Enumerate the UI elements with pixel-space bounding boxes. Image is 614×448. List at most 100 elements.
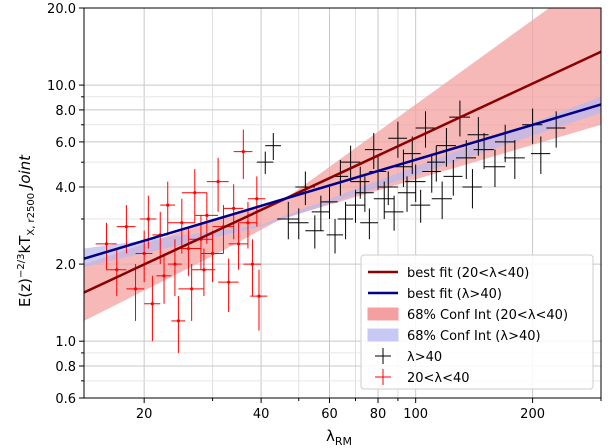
- data-point-high-lambda: [405, 164, 426, 202]
- data-point-high-lambda: [422, 153, 441, 193]
- data-point-high-lambda: [360, 208, 379, 240]
- x-tick-label: 100: [403, 407, 428, 422]
- point-marker: [232, 206, 236, 210]
- legend-label: 68% Conf Int (λ>40): [407, 329, 541, 344]
- data-point-high-lambda: [443, 159, 463, 196]
- confidence-bands: [84, 8, 601, 321]
- data-point-high-lambda: [340, 145, 361, 182]
- plot-frame: [83, 7, 602, 399]
- data-point-high-lambda: [431, 181, 452, 219]
- data-point-high-lambda: [484, 149, 506, 188]
- x-axis-label: λRM: [326, 427, 352, 448]
- y-tick-label: 20.0: [47, 2, 76, 17]
- legend: best fit (20<λ<40) best fit (λ>40) 68% Con…: [360, 254, 594, 390]
- legend-label: 68% Conf Int (20<λ<40): [407, 308, 568, 323]
- data-point-high-lambda: [462, 169, 482, 209]
- point-marker: [150, 302, 154, 306]
- data-points: [95, 100, 566, 353]
- legend-item: 68% Conf Int (20<λ<40): [367, 307, 568, 323]
- point-marker: [216, 179, 220, 184]
- data-point-low-lambda: [106, 248, 127, 297]
- point-marker: [186, 246, 191, 251]
- confidence-band-high-lambda: [84, 96, 601, 267]
- point-marker: [193, 191, 197, 195]
- data-point-low-lambda: [233, 129, 253, 179]
- data-point-low-lambda: [218, 258, 239, 313]
- point-marker: [255, 197, 259, 201]
- data-point-high-lambda: [403, 136, 421, 174]
- data-point-low-lambda: [250, 269, 268, 331]
- point-marker: [257, 294, 261, 298]
- point-marker: [227, 280, 231, 284]
- point-marker: [133, 287, 138, 291]
- point-marker: [124, 225, 128, 229]
- data-point-high-lambda: [530, 136, 551, 174]
- data-point-high-lambda: [384, 195, 404, 231]
- legend-label: best fit (λ>40): [407, 287, 502, 302]
- x-tick-label: 20: [136, 407, 153, 422]
- point-marker: [104, 242, 109, 246]
- point-marker: [173, 262, 177, 266]
- data-point-low-lambda: [200, 230, 224, 283]
- data-point-low-lambda: [178, 264, 204, 321]
- data-point-high-lambda: [277, 201, 299, 240]
- point-marker: [115, 268, 119, 272]
- legend-box: [360, 254, 594, 390]
- data-point-low-lambda: [171, 296, 186, 353]
- data-point-high-lambda: [256, 151, 274, 174]
- x-tick-label: 80: [370, 407, 387, 422]
- data-point-high-lambda: [388, 121, 408, 158]
- y-tick-label: 4.0: [55, 181, 76, 196]
- data-point-high-lambda: [373, 181, 395, 219]
- legend-item: 20<λ<40: [375, 369, 470, 386]
- data-point-high-lambda: [364, 133, 383, 170]
- data-point-high-lambda: [436, 127, 456, 167]
- point-marker: [166, 203, 170, 207]
- data-point-low-lambda: [191, 248, 216, 297]
- data-point-low-lambda: [156, 253, 172, 304]
- legend-item: 68% Conf Int (λ>40): [367, 328, 541, 344]
- data-point-high-lambda: [337, 201, 354, 240]
- data-point-low-lambda: [206, 157, 229, 212]
- point-marker: [162, 274, 166, 278]
- legend-patch-swatch: [367, 328, 399, 342]
- point-marker: [246, 221, 250, 225]
- y-tick-label: 1.0: [55, 335, 76, 350]
- data-point-high-lambda: [455, 140, 477, 179]
- point-marker: [250, 262, 255, 266]
- point-marker: [205, 213, 209, 217]
- data-point-low-lambda: [181, 169, 207, 223]
- y-tick-label: 10.0: [47, 79, 76, 94]
- point-marker: [202, 268, 206, 272]
- data-point-high-lambda: [397, 176, 416, 212]
- data-point-high-lambda: [427, 145, 446, 182]
- x-tick-label: 40: [253, 407, 270, 422]
- data-point-low-lambda: [126, 264, 145, 321]
- legend-item: λ>40: [375, 348, 442, 365]
- legend-item: best fit (20<λ<40): [368, 266, 529, 281]
- legend-patch-swatch: [367, 307, 399, 321]
- point-marker: [236, 242, 241, 246]
- data-point-high-lambda: [410, 189, 431, 223]
- point-marker: [180, 221, 184, 225]
- data-point-high-lambda: [350, 166, 370, 199]
- data-point-high-lambda: [415, 111, 435, 148]
- point-marker: [146, 217, 150, 221]
- data-point-low-lambda: [135, 230, 153, 283]
- confidence-band-low-lambda: [84, 8, 601, 321]
- x-tick-label: 200: [520, 407, 545, 422]
- data-point-high-lambda: [378, 171, 398, 206]
- fit-line-high-lambda: [84, 103, 601, 260]
- y-tick-label: 0.6: [55, 392, 76, 407]
- y-tick-label: 2.0: [55, 258, 76, 273]
- legend-label: best fit (20<λ<40): [407, 266, 529, 281]
- y-tick-label: 6.0: [55, 136, 76, 151]
- y-tick-label: 8.0: [55, 104, 76, 119]
- data-point-high-lambda: [288, 208, 309, 240]
- data-point-low-lambda: [228, 222, 248, 270]
- data-point-high-lambda: [326, 218, 344, 254]
- point-marker: [210, 251, 215, 256]
- data-point-high-lambda: [504, 140, 525, 179]
- legend-item: best fit (λ>40): [368, 287, 502, 302]
